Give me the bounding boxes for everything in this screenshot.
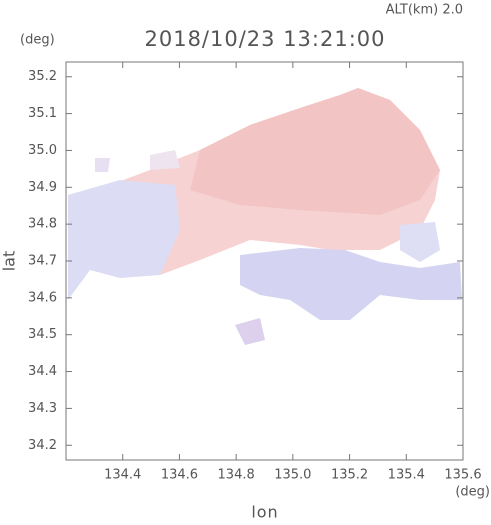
y-tick-label: 34.8 [28, 217, 57, 232]
echo-region [190, 88, 440, 215]
echo-field [68, 88, 462, 345]
x-tick-label: 134.4 [104, 468, 141, 483]
y-axis-label: lat [0, 251, 19, 272]
echo-region [95, 158, 110, 172]
chart-title: 2018/10/23 13:21:00 [144, 27, 385, 51]
y-tick-label: 35.0 [28, 143, 57, 158]
y-tick-label: 34.3 [28, 401, 57, 416]
x-axis-label: lon [251, 503, 278, 522]
echo-region [68, 180, 180, 300]
x-tick-label: 135.0 [274, 468, 311, 483]
x-tick-label: 134.6 [161, 468, 198, 483]
echo-region [400, 222, 440, 262]
x-unit: (deg) [455, 485, 490, 500]
y-tick-label: 34.2 [28, 438, 57, 453]
x-tick-label: 135.2 [331, 468, 368, 483]
subtitle: ALT(km) 2.0 [386, 3, 463, 18]
echo-region [235, 318, 265, 345]
y-tick-label: 34.5 [28, 327, 57, 342]
y-tick-label: 35.2 [28, 69, 57, 84]
echo-region [240, 248, 462, 320]
y-tick-label: 35.1 [28, 106, 57, 121]
echo-region [150, 150, 180, 170]
y-tick-label: 34.9 [28, 180, 57, 195]
y-tick-label: 34.6 [28, 290, 57, 305]
x-tick-label: 134.8 [218, 468, 255, 483]
x-tick-label: 135.4 [388, 468, 425, 483]
y-tick-label: 34.4 [28, 364, 57, 379]
y-unit: (deg) [20, 33, 55, 48]
x-tick-label: 135.6 [444, 468, 481, 483]
y-tick-label: 34.7 [28, 254, 57, 269]
